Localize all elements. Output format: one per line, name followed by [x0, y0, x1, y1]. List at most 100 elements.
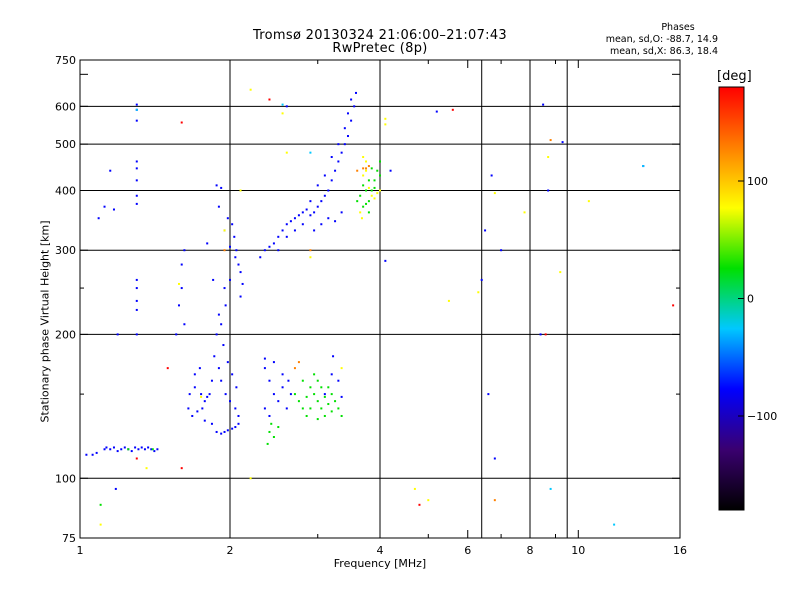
data-point	[480, 278, 483, 281]
data-point	[547, 189, 550, 192]
data-point	[112, 446, 115, 449]
data-point	[293, 393, 296, 396]
data-point	[309, 256, 312, 259]
data-point	[237, 414, 240, 417]
data-point	[334, 400, 337, 403]
data-point	[272, 435, 275, 438]
data-point	[490, 174, 493, 177]
data-point	[340, 367, 343, 370]
x-axis-label: Frequency [MHz]	[333, 557, 427, 570]
data-point	[114, 487, 117, 490]
data-point	[316, 205, 319, 208]
data-point	[365, 202, 368, 205]
data-point	[188, 393, 191, 396]
data-point	[337, 407, 340, 410]
data-point	[223, 249, 226, 252]
data-point	[263, 367, 266, 370]
data-point	[210, 422, 213, 425]
data-point	[135, 299, 138, 302]
data-point	[365, 189, 368, 192]
data-point	[213, 355, 216, 358]
data-point	[547, 156, 550, 159]
data-point	[316, 379, 319, 382]
data-point	[239, 271, 242, 274]
data-point	[210, 379, 213, 382]
data-point	[208, 393, 211, 396]
data-point	[340, 414, 343, 417]
phases-title: Phases	[661, 22, 695, 33]
data-point	[313, 373, 316, 376]
data-point	[281, 112, 284, 115]
data-point	[334, 220, 337, 223]
data-point	[354, 91, 357, 94]
data-point	[234, 256, 237, 259]
data-point	[343, 127, 346, 130]
data-point	[642, 165, 645, 168]
data-point	[451, 108, 454, 111]
data-point	[493, 457, 496, 460]
data-point	[116, 450, 119, 453]
data-point	[297, 214, 300, 217]
data-point	[346, 135, 349, 138]
colorbar-tick-label: 0	[747, 293, 754, 306]
data-point	[539, 333, 542, 336]
data-point	[263, 249, 266, 252]
data-point	[201, 407, 204, 410]
data-point	[200, 395, 203, 398]
data-point	[200, 393, 203, 396]
data-point	[359, 211, 362, 214]
data-point	[177, 304, 180, 307]
data-point	[305, 208, 308, 211]
data-point	[229, 278, 231, 281]
data-point	[109, 448, 112, 451]
data-point	[323, 393, 326, 396]
data-point	[249, 88, 252, 91]
data-point	[287, 379, 290, 382]
data-point	[356, 169, 359, 172]
data-point	[413, 487, 416, 490]
data-point	[559, 271, 562, 274]
data-point	[215, 333, 218, 336]
x-tick-label: 8	[527, 544, 534, 557]
data-point	[313, 393, 316, 396]
data-point	[156, 448, 159, 451]
data-point	[323, 194, 326, 197]
data-point	[239, 189, 242, 192]
data-point	[277, 249, 280, 252]
y-axis-label: Stationary phase Virtual Height [km]	[38, 220, 52, 423]
data-point	[320, 223, 323, 226]
data-point	[237, 422, 240, 425]
data-point	[549, 139, 552, 142]
data-point	[293, 367, 296, 370]
data-point	[384, 259, 387, 262]
data-point	[270, 422, 273, 425]
data-point	[367, 200, 370, 203]
data-point	[376, 169, 379, 172]
data-point	[549, 487, 552, 490]
data-point	[263, 407, 266, 410]
data-point	[447, 299, 450, 302]
data-point	[309, 386, 312, 389]
x-tick-label: 4	[377, 544, 384, 557]
data-point	[85, 453, 88, 456]
data-point	[309, 407, 312, 410]
data-point	[316, 184, 319, 187]
data-point	[272, 361, 275, 364]
data-point	[370, 167, 373, 170]
y-tick-label: 100	[55, 472, 76, 485]
data-point	[206, 395, 209, 398]
data-point	[337, 143, 340, 146]
data-point	[135, 179, 138, 182]
data-point	[334, 169, 337, 172]
data-point	[360, 217, 363, 220]
data-point	[137, 448, 140, 451]
data-point	[309, 249, 312, 252]
data-point	[330, 410, 333, 413]
data-point	[320, 386, 323, 389]
data-point	[544, 333, 547, 336]
data-point	[297, 361, 300, 364]
data-point	[285, 223, 288, 226]
phases-legend: Phases mean, sd,O: -88.7, 14.9 mean, sd,…	[598, 22, 718, 58]
data-point	[384, 123, 387, 126]
